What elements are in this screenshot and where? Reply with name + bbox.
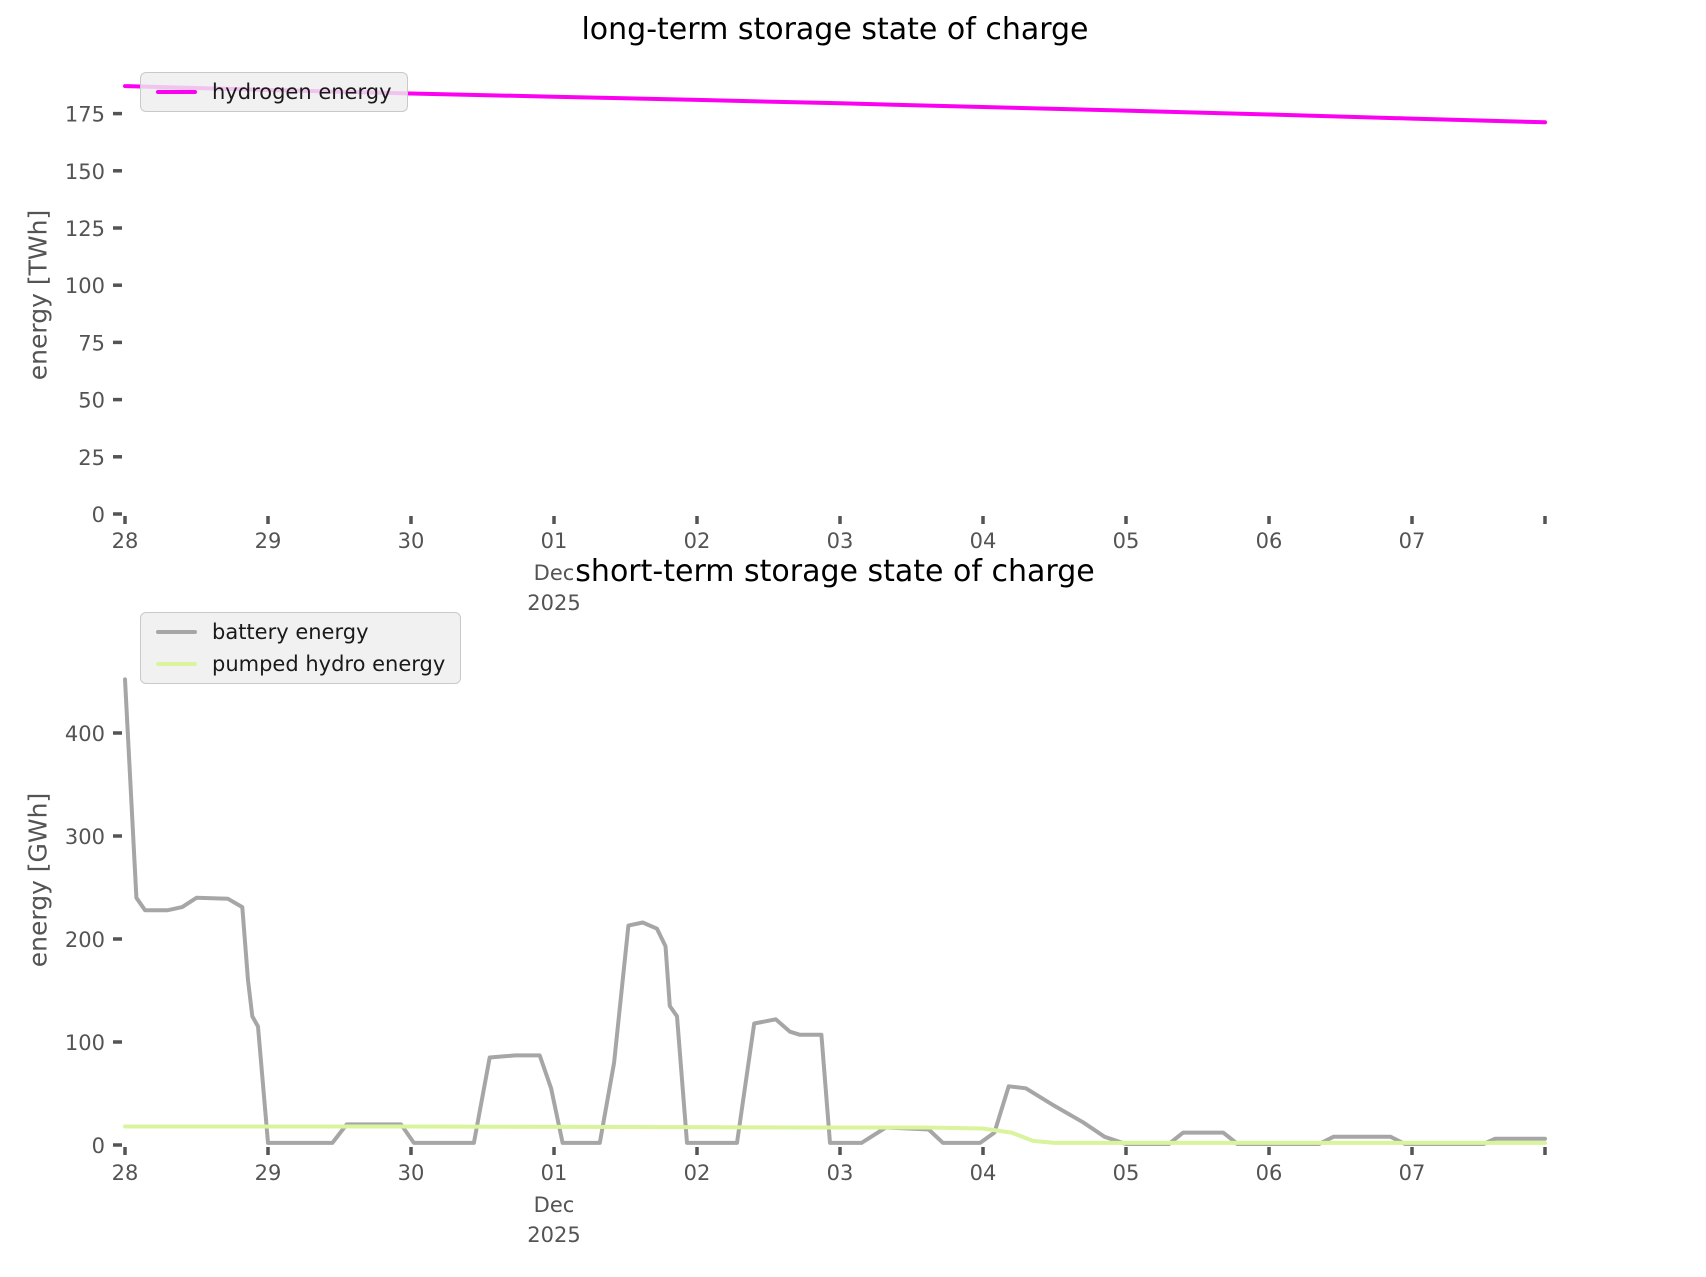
x-tick-label: 06 (1256, 1161, 1283, 1185)
x-tick-label: 28 (112, 1161, 139, 1185)
x-tick-label: 02 (684, 529, 711, 553)
x-tick-label: 30 (398, 1161, 425, 1185)
legend-long-term: hydrogen energy (140, 72, 408, 112)
x-tick-label: 07 (1399, 529, 1426, 553)
x-tick-label: 02 (684, 1161, 711, 1185)
legend-line-battery-energy (156, 630, 197, 634)
x-tick-label: 01 (541, 1161, 568, 1185)
y-tick-label: 300 (65, 825, 105, 849)
x-tick-label: 03 (827, 529, 854, 553)
x-tick-label: 06 (1256, 529, 1283, 553)
x-tick-label: 01 (541, 529, 568, 553)
y-tick-label: 175 (65, 103, 105, 127)
chart-title-long-term: long-term storage state of charge (581, 12, 1089, 47)
x-tick-label: 07 (1399, 1161, 1426, 1185)
series-line-battery-energy (123, 677, 1547, 1146)
legend-item-battery: battery energy (156, 620, 445, 644)
y-tick-label: 100 (65, 274, 105, 298)
legend-short-term: battery energy pumped hydro energy (140, 612, 462, 684)
x-tick-label: 30 (398, 529, 425, 553)
legend-label-hydrogen-energy: hydrogen energy (212, 80, 392, 104)
chart-title-short-term: short-term storage state of charge (575, 554, 1095, 589)
x-tick-label: 29 (255, 1161, 282, 1185)
x-tick-label: 29 (255, 529, 282, 553)
x-tick-label: 04 (970, 1161, 997, 1185)
x-axis-context-label: Dec (534, 561, 575, 585)
y-tick-label: 50 (78, 389, 105, 413)
legend-item-hydrogen: hydrogen energy (156, 80, 392, 104)
legend-line-hydrogen-energy (156, 90, 197, 94)
y-tick-label: 100 (65, 1031, 105, 1055)
y-tick-label: 150 (65, 160, 105, 184)
y-tick-label: 125 (65, 217, 105, 241)
series-line-pumped-hydro-energy (123, 1124, 1547, 1145)
x-tick-label: 03 (827, 1161, 854, 1185)
y-tick-label: 75 (78, 331, 105, 355)
y-tick-label: 0 (92, 503, 105, 527)
legend-label-battery-energy: battery energy (212, 620, 369, 644)
x-tick-label: 28 (112, 529, 139, 553)
y-tick-label: 400 (65, 722, 105, 746)
y-axis-label-long-term: energy [TWh] (23, 209, 53, 381)
y-tick-label: 0 (92, 1134, 105, 1158)
legend-line-pumped-hydro-energy (156, 662, 197, 666)
x-axis-context-label: 2025 (527, 1223, 580, 1247)
y-axis-label-short-term: energy [GWh] (23, 792, 53, 968)
legend-label-pumped-hydro-energy: pumped hydro energy (212, 652, 446, 676)
legend-item-pumped-hydro: pumped hydro energy (156, 652, 445, 676)
x-tick-label: 05 (1113, 529, 1140, 553)
x-axis-context-label: 2025 (527, 591, 580, 615)
x-axis-context-label: Dec (534, 1193, 575, 1217)
y-tick-label: 200 (65, 928, 105, 952)
x-tick-label: 05 (1113, 1161, 1140, 1185)
x-tick-label: 04 (970, 529, 997, 553)
y-tick-label: 25 (78, 446, 105, 470)
